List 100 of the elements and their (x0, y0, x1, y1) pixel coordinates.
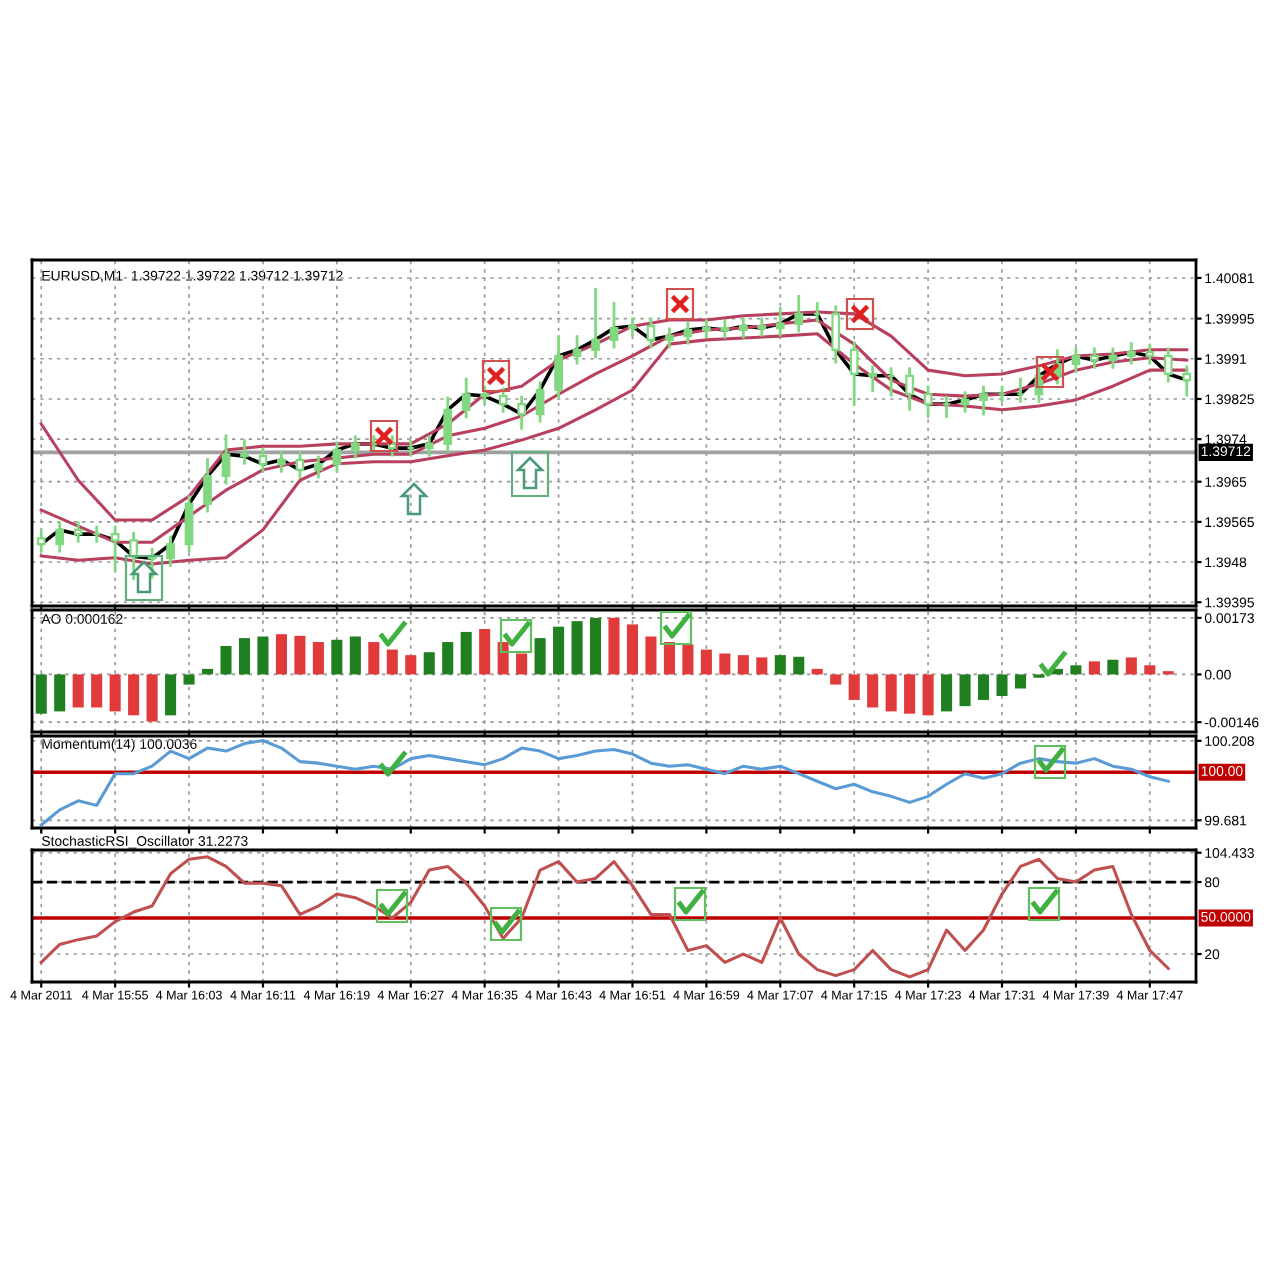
candlestick (240, 437, 249, 467)
bar (885, 674, 897, 712)
candlestick (923, 384, 933, 420)
bar (405, 655, 417, 675)
bar (1107, 659, 1119, 675)
candlestick (1126, 340, 1136, 366)
candlestick (314, 454, 323, 480)
bar (257, 636, 269, 675)
candlestick (332, 440, 342, 475)
candlestick (868, 364, 878, 394)
candlestick (295, 450, 305, 480)
bar (1088, 661, 1100, 675)
candlestick (1182, 364, 1192, 398)
bar (460, 631, 472, 675)
candlestick (277, 450, 286, 475)
bar (275, 634, 287, 675)
bar (331, 639, 343, 675)
candlestick (683, 320, 693, 346)
bar (553, 626, 565, 675)
candlestick (258, 446, 268, 475)
bar (959, 674, 971, 707)
candlestick (775, 305, 785, 338)
candlestick (572, 333, 582, 366)
bar (220, 645, 232, 675)
bar (904, 674, 916, 714)
candlestick (591, 286, 600, 360)
candlestick (1163, 346, 1173, 384)
candlestick (702, 318, 711, 340)
bar (645, 636, 657, 675)
bar (35, 674, 47, 714)
candlestick (831, 303, 841, 365)
bar (165, 674, 177, 716)
bar (996, 674, 1008, 697)
bar (941, 674, 953, 712)
bar (848, 674, 860, 700)
candlestick (517, 394, 526, 432)
bar (516, 653, 528, 675)
bar (479, 628, 491, 675)
bar (626, 624, 639, 675)
line-series (39, 855, 1170, 979)
candlestick (738, 316, 748, 340)
bar (700, 649, 712, 675)
bar (737, 655, 749, 675)
bar (1125, 657, 1137, 675)
candlestick (1145, 342, 1155, 366)
candlestick (350, 433, 360, 460)
bar (294, 635, 306, 675)
candlestick (849, 339, 859, 408)
bar (386, 649, 398, 675)
bar (756, 657, 768, 675)
candlestick (221, 433, 231, 486)
bar (922, 674, 934, 716)
candlestick (757, 316, 767, 338)
candlestick (554, 333, 563, 400)
candlestick (1090, 346, 1099, 371)
candlestick (1071, 346, 1081, 374)
bar (238, 638, 251, 675)
candlestick (720, 318, 730, 340)
bar (719, 653, 731, 675)
bar (977, 674, 990, 700)
bar (608, 617, 620, 675)
candlestick (424, 433, 434, 459)
bar (867, 674, 879, 708)
bar (72, 674, 84, 708)
bar (1144, 665, 1156, 675)
candlestick (203, 456, 212, 514)
bar (793, 656, 805, 675)
bar (663, 642, 675, 675)
bar (682, 644, 694, 675)
candlestick (498, 386, 508, 415)
bar (368, 642, 380, 675)
candlestick (979, 384, 988, 417)
candlestick (36, 528, 46, 554)
bar (830, 674, 842, 685)
bar (91, 674, 103, 708)
candlestick (535, 380, 545, 424)
bar (423, 652, 435, 675)
bar (312, 642, 324, 675)
bar (571, 621, 583, 675)
bar (442, 642, 454, 675)
candlestick (184, 494, 194, 554)
line-series (39, 738, 1170, 827)
candlestick (905, 365, 914, 413)
bar (183, 674, 195, 685)
candlestick (166, 534, 175, 569)
bar (534, 638, 546, 675)
bar (349, 636, 361, 675)
candlestick (443, 395, 453, 454)
bar (128, 674, 140, 716)
bar (1070, 665, 1082, 675)
candlestick (1108, 346, 1118, 371)
bar (146, 674, 158, 722)
candlestick (480, 384, 490, 407)
candlestick (628, 316, 637, 338)
bar (109, 674, 121, 712)
candlestick (609, 300, 619, 350)
candlestick (665, 326, 674, 350)
bar (774, 655, 786, 675)
candlestick (646, 316, 656, 350)
bar (54, 674, 66, 712)
